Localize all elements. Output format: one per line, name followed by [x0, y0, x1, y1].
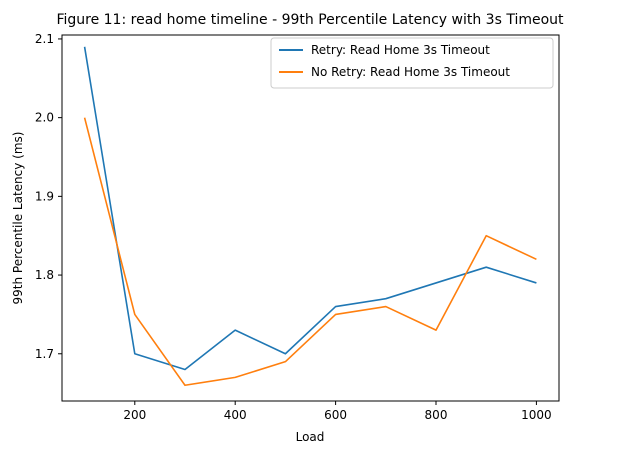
- y-tick-label: 2.0: [35, 111, 54, 125]
- y-tick-label: 1.8: [35, 268, 54, 282]
- y-axis: 1.7 1.8 1.9 2.0 2.1: [35, 32, 62, 361]
- legend-box: [270, 37, 554, 89]
- x-tick-label: 800: [425, 408, 448, 422]
- x-axis: 200 400 600 800 1000: [123, 401, 552, 422]
- x-tick-label: 1000: [521, 408, 552, 422]
- y-tick-label: 2.1: [35, 32, 54, 46]
- series-line-1: [83, 117, 537, 387]
- plot-lines: [83, 46, 537, 387]
- chart-title: Figure 11: read home timeline - 99th Per…: [56, 12, 564, 28]
- x-tick-label: 600: [324, 408, 347, 422]
- x-axis-label: Load: [296, 430, 325, 444]
- x-tick-label: 400: [224, 408, 247, 422]
- legend-label-retry: Retry: Read Home 3s Timeout: [311, 43, 490, 57]
- y-tick-label: 1.7: [35, 347, 54, 361]
- legend-label-no-retry: No Retry: Read Home 3s Timeout: [311, 65, 510, 79]
- series-line-0: [83, 46, 537, 371]
- y-tick-label: 1.9: [35, 189, 54, 203]
- legend: Retry: Read Home 3s Timeout No Retry: Re…: [270, 37, 554, 89]
- x-tick-label: 200: [123, 408, 146, 422]
- plot-frame: [61, 34, 560, 402]
- y-axis-label: 99th Percentile Latency (ms): [11, 132, 25, 305]
